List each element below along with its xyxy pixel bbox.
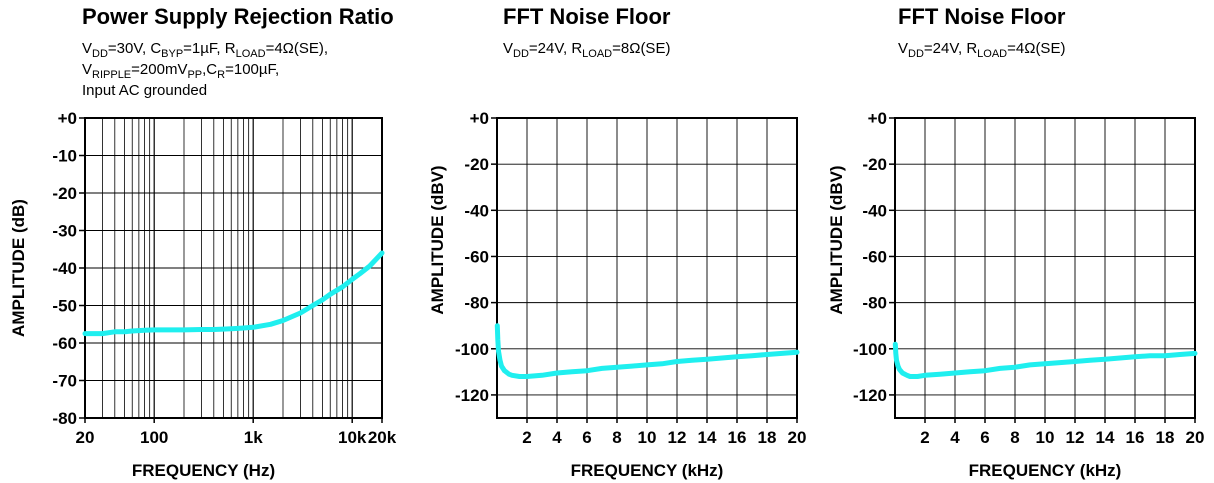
- x-tick-label: 20: [76, 428, 95, 447]
- series-line: [892, 341, 1198, 379]
- chart-title: FFT Noise Floor: [898, 4, 1066, 29]
- y-tick-label: -80: [52, 409, 77, 428]
- chart-title: FFT Noise Floor: [503, 4, 671, 29]
- x-tick-label: 2: [522, 428, 531, 447]
- chart-title: Power Supply Rejection Ratio: [82, 4, 394, 29]
- x-tick-label: 2: [920, 428, 929, 447]
- x-tick-label: 4: [950, 428, 960, 447]
- y-tick-label: -80: [464, 294, 489, 313]
- y-axis-label: AMPLITUDE (dB): [9, 199, 28, 337]
- x-tick-label: 16: [728, 428, 747, 447]
- y-tick-label: -30: [52, 222, 77, 241]
- chart-subtitle: VDD=30V, CBYP=1µF, RLOAD=4Ω(SE), VRIPPLE=…: [82, 38, 328, 101]
- y-tick-label: -60: [52, 334, 77, 353]
- x-tick-label: 8: [612, 428, 621, 447]
- subtitle-line: VDD=30V, CBYP=1µF, RLOAD=4Ω(SE),: [82, 40, 329, 60]
- subtitle-line: Input AC grounded: [82, 82, 208, 99]
- y-tick-label: -20: [464, 155, 489, 174]
- y-tick-label: +0: [58, 109, 77, 128]
- y-tick-label: -100: [853, 340, 887, 359]
- y-tick-label: -20: [52, 184, 77, 203]
- x-tick-label: 20: [1186, 428, 1205, 447]
- x-tick-label: 12: [668, 428, 687, 447]
- x-tick-label: 10: [638, 428, 657, 447]
- x-tick-label: 4: [552, 428, 562, 447]
- chart-plot: +0 -20 -40 -60 -80 -100 -120 2 4 6 8 10 12 14 16 18 20 FR…: [827, 109, 1205, 480]
- x-tick-label: 20k: [368, 428, 397, 447]
- x-tick-label: 6: [980, 428, 989, 447]
- chart-subtitle: VDD=24V, RLOAD=4Ω(SE): [898, 38, 1066, 60]
- y-tick-label: +0: [868, 109, 887, 128]
- y-tick-label: -40: [52, 259, 77, 278]
- x-tick-label: 20: [788, 428, 807, 447]
- y-axis-label: AMPLITUDE (dBV): [428, 165, 447, 314]
- chart-panel-fft-4ohm: FFT Noise Floor VDD=24V, RLOAD=4Ω(SE) +0…: [810, 0, 1214, 483]
- x-tick-label: 8: [1010, 428, 1019, 447]
- subtitle-line: VDD=24V, RLOAD=4Ω(SE): [898, 40, 1066, 60]
- y-tick-label: -20: [862, 155, 887, 174]
- subtitle-line: VDD=24V, RLOAD=8Ω(SE): [503, 40, 671, 60]
- x-tick-label: 1k: [244, 428, 263, 447]
- y-tick-label: -60: [464, 247, 489, 266]
- x-tick-label: 14: [698, 428, 717, 447]
- chart-subtitle: VDD=24V, RLOAD=8Ω(SE): [503, 38, 671, 60]
- y-tick-label: -60: [862, 247, 887, 266]
- chart-panel-psrr: Power Supply Rejection Ratio VDD=30V, CB…: [0, 0, 400, 483]
- chart-plot: +0 -20 -40 -60 -80 -100 -120 2 4 6 8 10 12 14 16 18 20 FR…: [428, 109, 807, 480]
- y-tick-label: -40: [464, 201, 489, 220]
- x-tick-label: 10k: [338, 428, 367, 447]
- y-tick-label: -80: [862, 294, 887, 313]
- y-tick-label: -120: [853, 386, 887, 405]
- x-axis-label: FREQUENCY (kHz): [969, 461, 1122, 480]
- y-tick-label: -100: [455, 340, 489, 359]
- x-tick-label: 18: [1156, 428, 1175, 447]
- x-tick-label: 14: [1096, 428, 1115, 447]
- subtitle-line: VRIPPLE=200mVPP,CR=100µF,: [82, 61, 280, 81]
- y-tick-label: +0: [470, 109, 489, 128]
- x-tick-label: 16: [1126, 428, 1145, 447]
- x-tick-label: 6: [582, 428, 591, 447]
- x-tick-label: 18: [758, 428, 777, 447]
- x-axis-label: FREQUENCY (Hz): [132, 461, 275, 480]
- x-axis-label: FREQUENCY (kHz): [571, 461, 724, 480]
- y-tick-label: -120: [455, 386, 489, 405]
- y-tick-label: -40: [862, 201, 887, 220]
- chart-panel-fft-8ohm: FFT Noise Floor VDD=24V, RLOAD=8Ω(SE) +0…: [400, 0, 810, 483]
- y-axis-label: AMPLITUDE (dBV): [827, 165, 846, 314]
- series-line: [82, 250, 385, 337]
- y-tick-label: -70: [52, 372, 77, 391]
- x-tick-label: 100: [140, 428, 168, 447]
- y-tick-label: -10: [52, 147, 77, 166]
- x-tick-label: 10: [1036, 428, 1055, 447]
- series-line: [494, 323, 800, 379]
- x-tick-label: 12: [1066, 428, 1085, 447]
- y-tick-label: -50: [52, 297, 77, 316]
